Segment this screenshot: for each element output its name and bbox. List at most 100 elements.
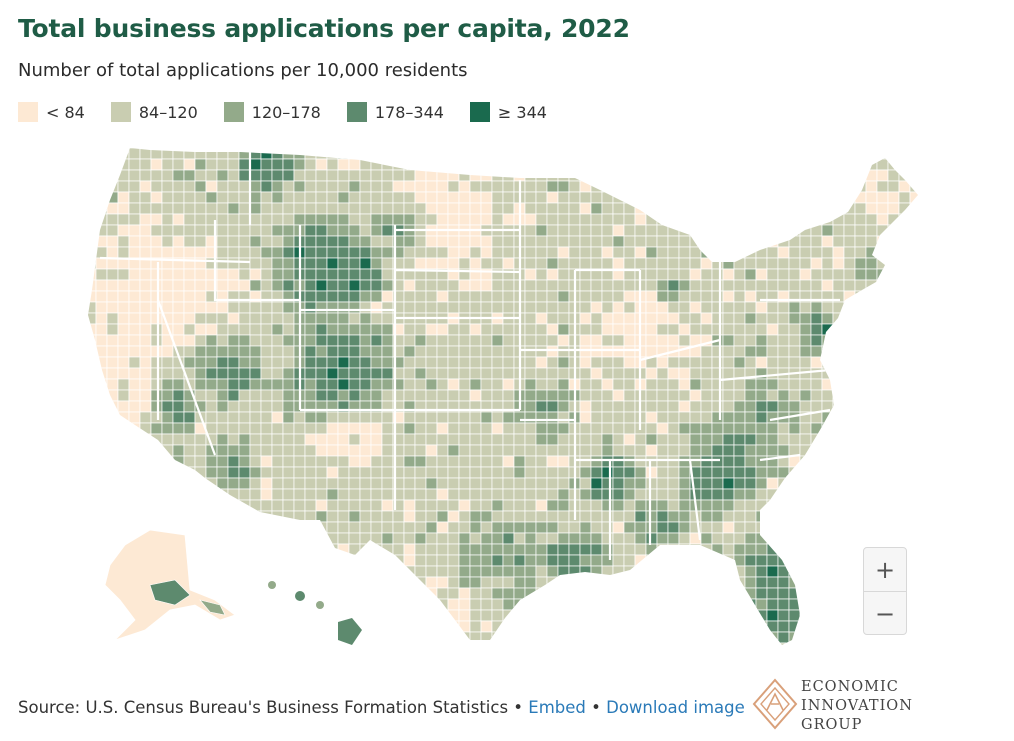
county-cell[interactable] [833, 654, 844, 660]
county-cell[interactable] [634, 510, 647, 523]
county-cell[interactable] [491, 334, 504, 347]
county-cell[interactable] [315, 554, 328, 567]
county-cell[interactable] [546, 268, 559, 281]
county-cell[interactable] [414, 148, 427, 160]
county-cell[interactable] [623, 521, 636, 534]
county-cell[interactable] [95, 158, 108, 171]
county-cell[interactable] [689, 202, 702, 215]
county-cell[interactable] [172, 609, 185, 622]
county-cell[interactable] [172, 510, 185, 523]
county-cell[interactable] [568, 642, 581, 654]
county-cell[interactable] [414, 587, 427, 600]
county-cell[interactable] [865, 257, 878, 270]
county-cell[interactable] [887, 213, 900, 226]
county-cell[interactable] [788, 400, 801, 413]
county-cell[interactable] [238, 191, 251, 204]
county-cell[interactable] [656, 488, 669, 501]
county-cell[interactable] [921, 412, 932, 423]
county-cell[interactable] [843, 301, 856, 314]
county-cell[interactable] [95, 202, 108, 215]
county-cell[interactable] [766, 466, 779, 479]
county-cell[interactable] [293, 466, 306, 479]
county-cell[interactable] [271, 312, 284, 325]
county-cell[interactable] [326, 323, 339, 336]
county-cell[interactable] [447, 598, 460, 611]
county-cell[interactable] [293, 609, 306, 622]
county-cell[interactable] [337, 312, 350, 325]
county-cell[interactable] [216, 334, 229, 347]
county-cell[interactable] [601, 213, 614, 226]
county-cell[interactable] [546, 148, 559, 160]
county-cell[interactable] [216, 532, 229, 545]
county-cell[interactable] [788, 499, 801, 512]
county-cell[interactable] [216, 642, 229, 654]
county-cell[interactable] [172, 466, 185, 479]
county-cell[interactable] [854, 246, 867, 259]
county-cell[interactable] [304, 477, 317, 490]
county-cell[interactable] [788, 488, 801, 501]
county-cell[interactable] [700, 356, 713, 369]
county-cell[interactable] [766, 334, 779, 347]
county-cell[interactable] [744, 400, 757, 413]
county-cell[interactable] [227, 631, 240, 644]
county-cell[interactable] [887, 455, 900, 468]
county-cell[interactable] [480, 565, 493, 578]
county-cell[interactable] [689, 620, 702, 633]
county-cell[interactable] [381, 191, 394, 204]
county-cell[interactable] [788, 301, 801, 314]
county-cell[interactable] [777, 389, 790, 402]
county-cell[interactable] [425, 257, 438, 270]
county-cell[interactable] [876, 378, 889, 391]
county-cell[interactable] [436, 642, 449, 654]
county-cell[interactable] [381, 532, 394, 545]
county-cell[interactable] [546, 587, 559, 600]
county-cell[interactable] [590, 290, 603, 303]
county-cell[interactable] [524, 323, 537, 336]
county-cell[interactable] [271, 279, 284, 292]
county-cell[interactable] [733, 235, 746, 248]
county-cell[interactable] [766, 543, 779, 556]
county-cell[interactable] [513, 587, 526, 600]
county-cell[interactable] [370, 631, 383, 644]
county-cell[interactable] [106, 620, 119, 633]
county-cell[interactable] [634, 565, 647, 578]
county-cell[interactable] [425, 565, 438, 578]
county-cell[interactable] [238, 543, 251, 556]
county-cell[interactable] [216, 169, 229, 182]
county-cell[interactable] [645, 169, 658, 182]
county-cell[interactable] [392, 631, 405, 644]
county-cell[interactable] [161, 279, 174, 292]
county-cell[interactable] [425, 554, 438, 567]
county-cell[interactable] [238, 642, 251, 654]
county-cell[interactable] [766, 389, 779, 402]
county-cell[interactable] [623, 510, 636, 523]
county-cell[interactable] [260, 148, 273, 160]
county-cell[interactable] [887, 224, 900, 237]
county-cell[interactable] [326, 543, 339, 556]
county-cell[interactable] [271, 213, 284, 226]
county-cell[interactable] [348, 279, 361, 292]
county-cell[interactable] [326, 510, 339, 523]
county-cell[interactable] [601, 158, 614, 171]
county-cell[interactable] [854, 268, 867, 281]
county-cell[interactable] [623, 158, 636, 171]
county-cell[interactable] [777, 378, 790, 391]
county-cell[interactable] [260, 411, 273, 424]
county-cell[interactable] [293, 455, 306, 468]
county-cell[interactable] [117, 356, 130, 369]
county-cell[interactable] [172, 301, 185, 314]
county-cell[interactable] [535, 576, 548, 589]
county-cell[interactable] [249, 532, 262, 545]
county-cell[interactable] [744, 246, 757, 259]
county-cell[interactable] [194, 169, 207, 182]
county-cell[interactable] [656, 521, 669, 534]
county-cell[interactable] [821, 301, 834, 314]
county-cell[interactable] [921, 423, 932, 434]
county-cell[interactable] [491, 345, 504, 358]
county-cell[interactable] [458, 642, 471, 654]
county-cell[interactable] [425, 609, 438, 622]
county-cell[interactable] [260, 235, 273, 248]
county-cell[interactable] [480, 543, 493, 556]
county-cell[interactable] [876, 466, 889, 479]
county-cell[interactable] [689, 598, 702, 611]
